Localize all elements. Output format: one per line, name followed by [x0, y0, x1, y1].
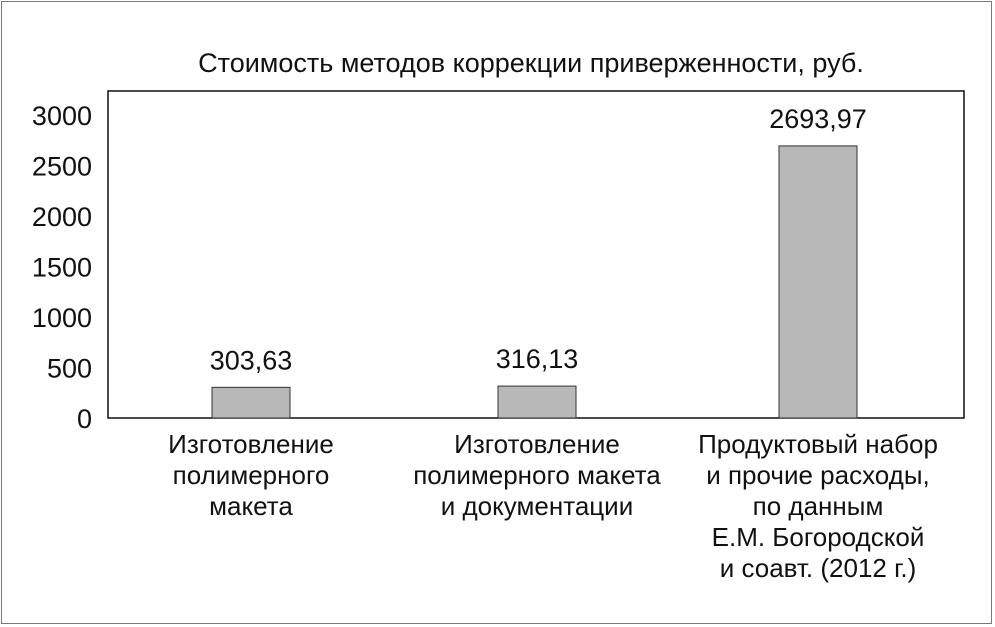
category-label-line: Изготовление — [454, 429, 620, 459]
bar-value-label: 303,63 — [210, 345, 293, 375]
y-tick-label: 1000 — [32, 303, 92, 333]
category-label-line: и документации — [441, 491, 633, 521]
bar — [497, 385, 577, 419]
category-label-line: макета — [209, 491, 293, 521]
x-axis: Изготовление полимерного макетаИзготовлени… — [168, 429, 938, 583]
category-label-line: Е.М. Богородской — [712, 522, 925, 552]
y-tick-label: 3000 — [32, 101, 92, 131]
category-label-line: и прочие расходы, — [706, 460, 930, 490]
category-label-line: и соавт. (2012 г.) — [720, 553, 917, 583]
bar — [211, 386, 291, 419]
bar-value-label: 2693,97 — [769, 104, 867, 134]
y-tick-label: 2500 — [32, 152, 92, 182]
y-axis: 0 500 1000 1500 2000 2500 3000 — [32, 101, 92, 434]
y-tick-label: 1500 — [32, 253, 92, 283]
data-labels: 303,63 316,13 2693,97 — [210, 104, 867, 375]
category-label-line: Изготовление — [168, 429, 334, 459]
bar — [778, 145, 858, 419]
category-label-line: по данным — [753, 491, 884, 521]
category-label-line: Продуктовый набор — [698, 429, 938, 459]
bar-value-label: 316,13 — [496, 344, 579, 374]
y-tick-label: 0 — [77, 404, 92, 434]
category-label: Продуктовый набор и прочие расходы, по дан… — [698, 429, 938, 583]
y-tick-label: 500 — [47, 354, 92, 384]
category-label: Изготовление полимерного макета — [168, 429, 334, 521]
category-label-line: полимерного — [173, 460, 330, 490]
bars — [211, 145, 858, 419]
chart-title: Стоимость методов коррекции приверженнос… — [198, 48, 864, 78]
y-tick-label: 2000 — [32, 202, 92, 232]
category-label: Изготовление полимерного макета и документ… — [413, 429, 661, 521]
category-label-line: полимерного макета — [413, 460, 661, 490]
